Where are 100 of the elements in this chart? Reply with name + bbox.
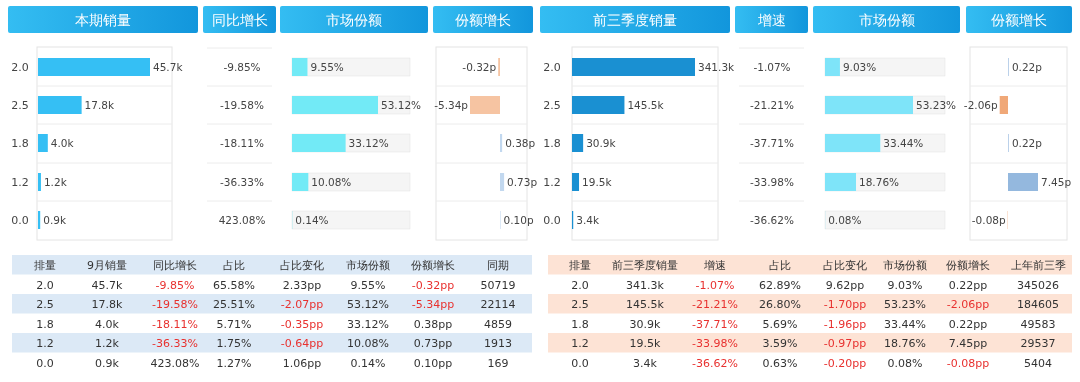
- data-label: 17.8k: [91, 298, 124, 311]
- data-label: -9.85%: [223, 61, 261, 73]
- data-label: 0.10pp: [413, 356, 453, 370]
- y-tick-label: 2.0: [571, 278, 589, 292]
- data-label: -9.85%: [155, 278, 195, 292]
- y-tick-label: 0.0: [543, 214, 561, 227]
- data-label: 0.9k: [43, 214, 67, 226]
- data-label: 3.59%: [762, 337, 798, 350]
- data-label: 0.63%: [762, 356, 798, 370]
- data-label: 423.08%: [150, 356, 200, 370]
- y-tick-label: 1.8: [11, 137, 29, 150]
- data-label: 18.76%: [859, 176, 900, 188]
- y-tick-label: 0.0: [571, 356, 589, 370]
- data-label: 0.22p: [1011, 61, 1043, 73]
- data-label: -0.97pp: [823, 337, 867, 350]
- data-label: 65.58%: [213, 278, 255, 292]
- data-label: 1.27%: [216, 356, 252, 370]
- data-label: 341.3k: [626, 278, 665, 292]
- data-label: 0.10p: [503, 214, 534, 226]
- x-tick-label: 上年前三季: [1010, 259, 1066, 272]
- text: 同比增长: [211, 12, 268, 28]
- data-label: -21.21%: [692, 298, 738, 311]
- data-label: 1.2k: [43, 176, 68, 188]
- data-label: 45.7k: [153, 61, 184, 73]
- data-label: 19.5k: [582, 176, 613, 188]
- y-tick-label: 1.2: [11, 176, 29, 189]
- data-label: 49583: [1020, 317, 1056, 331]
- data-label: 341.3k: [698, 61, 736, 73]
- data-label: 1913: [484, 337, 512, 350]
- y-tick-label: 2.0: [11, 61, 29, 74]
- data-label: 25.51%: [213, 298, 255, 311]
- data-label: -37.71%: [750, 137, 794, 149]
- y-tick-label: 2.5: [36, 298, 54, 311]
- data-label: 53.12%: [381, 99, 422, 111]
- data-label: 0.22pp: [948, 317, 988, 331]
- data-label: 30.9k: [629, 317, 662, 331]
- y-tick-label: 2.5: [571, 298, 589, 311]
- data-label: 4859: [484, 317, 512, 331]
- data-label: 50719: [480, 278, 516, 292]
- data-label: -0.20pp: [823, 356, 867, 370]
- data-label: 0.38pp: [413, 317, 453, 331]
- data-label: 0.38p: [505, 137, 536, 149]
- y-tick-label: 2.5: [11, 99, 29, 112]
- data-label: -36.33%: [152, 337, 198, 350]
- data-label: 345026: [1017, 278, 1059, 292]
- x-tick-label: 市场份额: [346, 259, 390, 272]
- data-label: 3.4k: [633, 356, 658, 370]
- data-label: 33.44%: [883, 137, 924, 149]
- data-label: 53.23%: [916, 99, 957, 111]
- data-label: -36.62%: [750, 214, 794, 226]
- data-label: 7.45pp: [948, 337, 988, 350]
- y-axis-title: 排量: [34, 259, 56, 272]
- data-label: 0.22pp: [948, 278, 988, 292]
- data-label: 1.2k: [95, 337, 120, 350]
- data-label: 0.9k: [95, 356, 120, 370]
- y-axis-title: 排量: [569, 259, 591, 272]
- data-label: 18.76%: [884, 337, 926, 350]
- data-label: 9.55%: [310, 61, 344, 73]
- data-label: 45.7k: [91, 278, 124, 292]
- data-label: 33.12%: [347, 317, 389, 331]
- data-label: -19.58%: [152, 298, 198, 311]
- y-tick-label: 1.8: [36, 317, 54, 331]
- data-label: -33.98%: [692, 337, 738, 350]
- x-tick-label: 增速: [703, 259, 726, 272]
- data-label: 1.75%: [216, 337, 252, 350]
- data-label: -2.06p: [963, 99, 999, 111]
- data-label: 9.55%: [350, 278, 386, 292]
- chart-title: 市场份额: [858, 12, 915, 28]
- data-label: -33.98%: [750, 176, 794, 188]
- y-tick-label: 1.8: [543, 137, 561, 150]
- data-label: -5.34pp: [411, 298, 455, 311]
- data-label: 3.4k: [576, 214, 600, 226]
- data-label: 5404: [1024, 356, 1052, 370]
- x-tick-label: 占比变化: [280, 259, 324, 272]
- data-label: 9.62pp: [825, 278, 865, 292]
- data-label: -37.71%: [692, 317, 738, 331]
- data-label: 2.33pp: [282, 278, 322, 292]
- data-label: 0.22p: [1011, 137, 1043, 149]
- data-label: -0.64pp: [280, 337, 324, 350]
- chart-title: 份额增长: [991, 12, 1047, 28]
- chart-title: 前三季度销量: [593, 12, 677, 28]
- data-label: 169: [487, 356, 509, 370]
- x-tick-label: 份额增长: [411, 259, 455, 272]
- data-label: 0.14%: [350, 356, 386, 370]
- chart-title: 市场份额: [326, 12, 382, 28]
- data-label: 62.89%: [759, 278, 801, 292]
- data-label: -0.08p: [971, 214, 1006, 226]
- data-label: 26.80%: [759, 298, 801, 311]
- x-tick-label: 份额增长: [946, 259, 990, 272]
- data-label: 9.03%: [887, 278, 923, 292]
- x-tick-label: 同比增长: [153, 259, 197, 272]
- data-label: -5.34p: [434, 99, 469, 111]
- x-tick-label: 占比: [223, 259, 245, 272]
- data-label: 0.73pp: [413, 337, 453, 350]
- x-tick-label: 同期: [487, 259, 509, 272]
- data-label: 0.73p: [507, 176, 538, 188]
- y-tick-label: 2.0: [36, 278, 54, 292]
- data-label: -18.11%: [220, 137, 264, 149]
- data-label: -19.58%: [220, 99, 264, 111]
- data-label: 1.06pp: [282, 356, 322, 370]
